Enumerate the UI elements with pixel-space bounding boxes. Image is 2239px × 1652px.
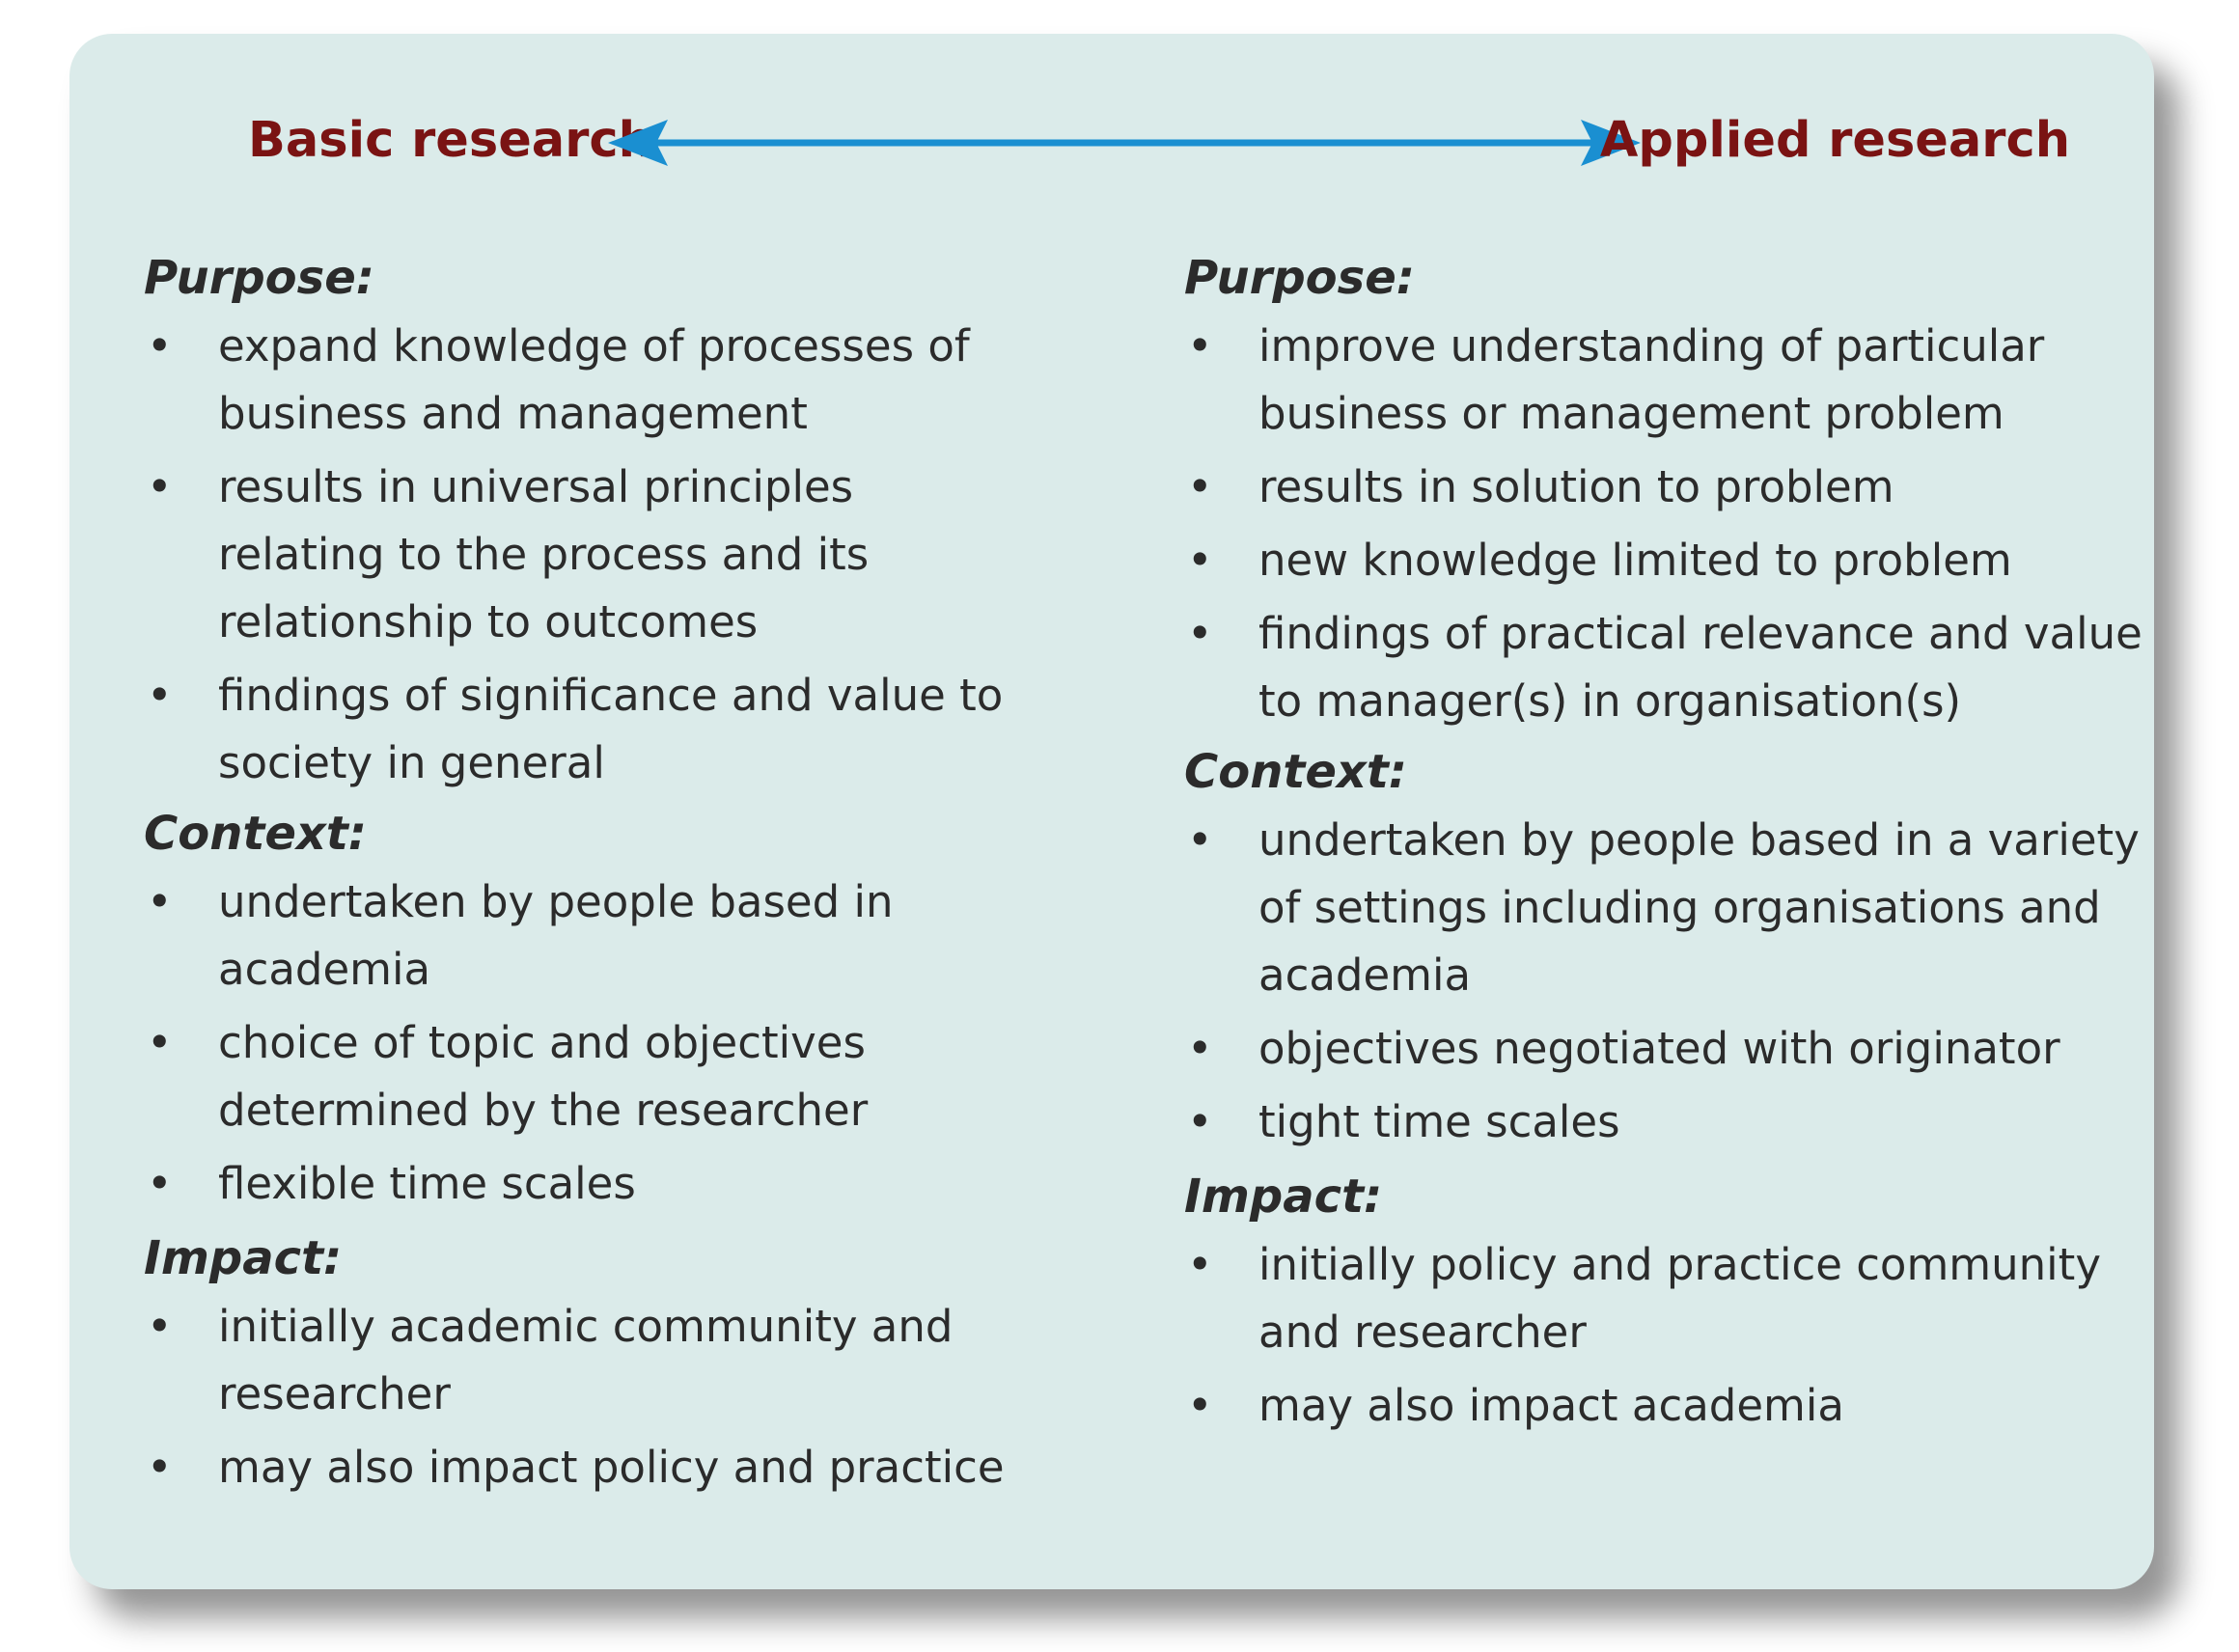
right-impact-section: Impact: • initially policy and practice co… bbox=[1184, 1168, 2149, 1440]
list-item-text: undertaken by people based in a variety … bbox=[1258, 814, 2140, 1001]
list-item-text: flexible time scales bbox=[218, 1158, 636, 1209]
bullet-list: • undertaken by people based in academia •… bbox=[144, 868, 1012, 1218]
bullet-icon: • bbox=[147, 1017, 173, 1068]
bullet-list: • expand knowledge of processes of busine… bbox=[144, 313, 1012, 797]
list-item: • undertaken by people based in academia bbox=[144, 868, 1012, 1004]
right-context-section: Context: • undertaken by people based in a… bbox=[1184, 743, 2149, 1156]
bullet-icon: • bbox=[1187, 1380, 1213, 1431]
list-item: • tight time scales bbox=[1184, 1088, 2149, 1156]
bullet-icon: • bbox=[147, 1442, 173, 1493]
list-item-text: new knowledge limited to problem bbox=[1258, 535, 2012, 586]
list-item-text: initially policy and practice community … bbox=[1258, 1239, 2101, 1358]
list-item-text: undertaken by people based in academia bbox=[218, 876, 894, 995]
list-item-text: findings of significance and value to so… bbox=[218, 670, 1004, 788]
bullet-list: • improve understanding of particular bus… bbox=[1184, 313, 2149, 735]
right-purpose-section: Purpose: • improve understanding of partic… bbox=[1184, 249, 2149, 735]
list-item: • choice of topic and objectives determin… bbox=[144, 1009, 1012, 1144]
diagram-panel bbox=[69, 34, 2154, 1589]
bullet-icon: • bbox=[147, 1158, 173, 1209]
bullet-icon: • bbox=[1187, 1023, 1213, 1074]
list-item: • may also impact policy and practice bbox=[144, 1434, 1012, 1501]
list-item: • results in universal principles relatin… bbox=[144, 454, 1012, 656]
bullet-list: • initially academic community and resear… bbox=[144, 1293, 1012, 1501]
list-item-text: tight time scales bbox=[1258, 1096, 1620, 1147]
bullet-icon: • bbox=[1187, 320, 1213, 372]
bullet-icon: • bbox=[1187, 608, 1213, 659]
list-item-text: results in solution to problem bbox=[1258, 461, 1894, 512]
list-item-text: findings of practical relevance and valu… bbox=[1258, 608, 2142, 727]
list-item-text: expand knowledge of processes of busines… bbox=[218, 320, 970, 439]
bullet-icon: • bbox=[147, 320, 173, 372]
list-item: • new knowledge limited to problem bbox=[1184, 527, 2149, 594]
bullet-icon: • bbox=[1187, 535, 1213, 586]
section-title: Impact: bbox=[1184, 1170, 1383, 1224]
bullet-icon: • bbox=[1187, 814, 1213, 866]
list-item: • findings of practical relevance and val… bbox=[1184, 600, 2149, 735]
list-item: • initially policy and practice community… bbox=[1184, 1231, 2149, 1366]
list-item-text: choice of topic and objectives determine… bbox=[218, 1017, 869, 1136]
bullet-icon: • bbox=[147, 876, 173, 927]
list-item: • results in solution to problem bbox=[1184, 454, 2149, 521]
applied-research-column: Purpose: • improve understanding of partic… bbox=[1184, 249, 2149, 1446]
list-item: • flexible time scales bbox=[144, 1150, 1012, 1218]
bullet-icon: • bbox=[147, 1301, 173, 1352]
section-title: Context: bbox=[144, 807, 367, 861]
list-item: • objectives negotiated with originator bbox=[1184, 1015, 2149, 1083]
double-headed-arrow-icon bbox=[608, 120, 1641, 166]
left-purpose-section: Purpose: • expand knowledge of processes o… bbox=[144, 249, 1012, 797]
bullet-icon: • bbox=[147, 670, 173, 721]
basic-research-heading: Basic research bbox=[248, 112, 653, 169]
bullet-icon: • bbox=[147, 461, 173, 512]
list-item: • undertaken by people based in a variety… bbox=[1184, 807, 2149, 1009]
left-impact-section: Impact: • initially academic community and… bbox=[144, 1229, 1012, 1501]
left-context-section: Context: • undertaken by people based in a… bbox=[144, 805, 1012, 1218]
bullet-icon: • bbox=[1187, 1239, 1213, 1290]
bullet-icon: • bbox=[1187, 461, 1213, 512]
section-title: Purpose: bbox=[144, 251, 374, 305]
applied-research-heading: Applied research bbox=[1599, 112, 2070, 169]
section-title: Purpose: bbox=[1184, 251, 1415, 305]
bullet-list: • undertaken by people based in a variety… bbox=[1184, 807, 2149, 1156]
section-title: Impact: bbox=[144, 1231, 343, 1285]
list-item: • may also impact academia bbox=[1184, 1372, 2149, 1440]
bullet-list: • initially policy and practice community… bbox=[1184, 1231, 2149, 1440]
list-item: • initially academic community and resear… bbox=[144, 1293, 1012, 1428]
list-item-text: may also impact policy and practice bbox=[218, 1442, 1005, 1493]
basic-research-column: Purpose: • expand knowledge of processes o… bbox=[144, 249, 1012, 1507]
bullet-icon: • bbox=[1187, 1096, 1213, 1147]
list-item: • expand knowledge of processes of busine… bbox=[144, 313, 1012, 448]
list-item-text: objectives negotiated with originator bbox=[1258, 1023, 2060, 1074]
section-title: Context: bbox=[1184, 745, 1407, 799]
list-item-text: results in universal principles relating… bbox=[218, 461, 870, 647]
list-item: • findings of significance and value to s… bbox=[144, 662, 1012, 797]
list-item-text: initially academic community and researc… bbox=[218, 1301, 954, 1419]
list-item-text: improve understanding of particular busi… bbox=[1258, 320, 2045, 439]
list-item: • improve understanding of particular bus… bbox=[1184, 313, 2149, 448]
list-item-text: may also impact academia bbox=[1258, 1380, 1844, 1431]
